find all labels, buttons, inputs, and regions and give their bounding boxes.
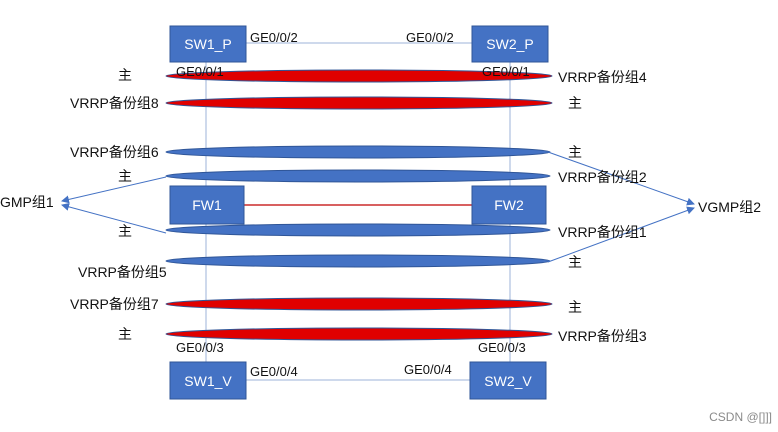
vrrp-link-blue-1: [165, 145, 551, 159]
port-sw1-v-right: GE0/0/4: [250, 364, 298, 379]
device-fw1-label: FW1: [192, 197, 222, 213]
vrrp-link-bottom-red-1: [165, 297, 553, 311]
label-left-main-4: 主: [118, 326, 132, 342]
label-right-vrrp2: VRRP备份组2: [558, 169, 647, 185]
port-sw1-p-right: GE0/0/2: [250, 30, 298, 45]
label-left-main-3: 主: [118, 223, 132, 239]
device-fw2-label: FW2: [494, 197, 524, 213]
label-right-main-4: 主: [568, 299, 582, 315]
vgmp2-arrow-lower: [547, 206, 695, 263]
vrrp-link-top-red-2: [165, 96, 553, 110]
device-sw2-p-label: SW2_P: [486, 36, 533, 52]
vrrp-link-blue-4: [165, 254, 551, 268]
device-sw1-v[interactable]: [169, 361, 247, 400]
device-fw1[interactable]: [169, 185, 245, 225]
label-right-vrrp1: VRRP备份组1: [558, 224, 647, 240]
port-sw1-p-bottom: GE0/0/1: [176, 64, 224, 79]
label-right-main-1: 主: [568, 95, 582, 111]
label-right-main-3: 主: [568, 254, 582, 270]
label-left-main-2: 主: [118, 168, 132, 184]
label-left-vrrp7: VRRP备份组7: [70, 296, 159, 312]
device-sw1-p-label: SW1_P: [184, 36, 231, 52]
device-fw2[interactable]: [471, 185, 547, 225]
port-sw2-p-left: GE0/0/2: [406, 30, 454, 45]
watermark: CSDN @[]]]: [709, 410, 772, 424]
port-sw2-v-top: GE0/0/3: [478, 340, 526, 355]
device-sw2-v[interactable]: [469, 361, 547, 400]
vrrp-link-blue-2: [165, 169, 551, 183]
device-sw2-p[interactable]: [471, 25, 549, 63]
device-sw1-p[interactable]: [169, 25, 247, 63]
device-sw2-v-label: SW2_V: [484, 373, 532, 389]
vrrp-link-blue-3: [165, 223, 551, 237]
label-left-vrrp5: VRRP备份组5: [78, 264, 167, 280]
port-sw2-v-left: GE0/0/4: [404, 362, 452, 377]
port-sw2-p-bottom: GE0/0/1: [482, 64, 530, 79]
label-right-vrrp4: VRRP备份组4: [558, 69, 647, 85]
label-right-vgmp2: VGMP组2: [698, 199, 761, 215]
vrrp-link-top-red-1: [165, 69, 553, 83]
label-left-vrrp6: VRRP备份组6: [70, 144, 159, 160]
vgmp1-arrow-lower: [61, 202, 167, 234]
label-left-main-1: 主: [118, 67, 132, 83]
label-left-vrrp8: VRRP备份组8: [70, 95, 159, 111]
vgmp1-arrow-upper: [61, 176, 167, 204]
device-sw1-v-label: SW1_V: [184, 373, 232, 389]
port-sw1-v-top: GE0/0/3: [176, 340, 224, 355]
label-right-main-2: 主: [568, 144, 582, 160]
label-right-vrrp3: VRRP备份组3: [558, 328, 647, 344]
label-left-vgmp1: GMP组1: [0, 194, 54, 210]
vgmp2-arrow-upper: [547, 151, 695, 206]
vrrp-link-bottom-red-2: [165, 327, 553, 341]
